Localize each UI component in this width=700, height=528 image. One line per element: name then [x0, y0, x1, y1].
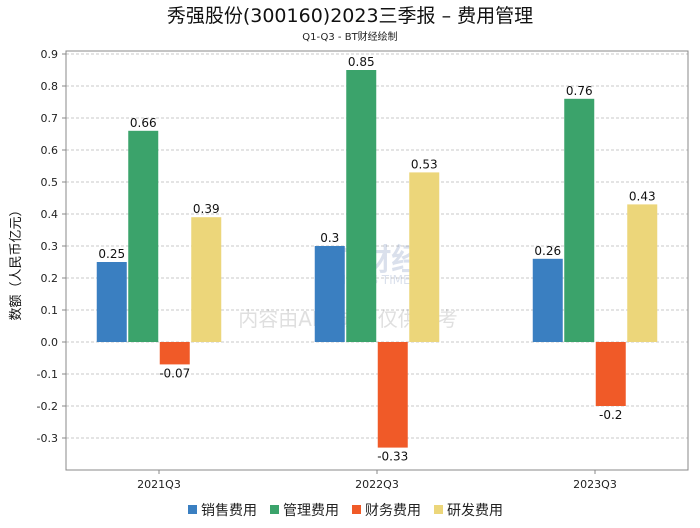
bar [409, 172, 440, 342]
data-label: 0.66 [130, 116, 157, 130]
bar [564, 98, 595, 342]
y-tick-label: 0.1 [41, 304, 59, 317]
y-tick-label: 0.7 [41, 112, 59, 125]
legend-label: 财务费用 [365, 503, 421, 519]
data-label: 0.25 [98, 247, 125, 261]
data-label: 0.53 [411, 157, 438, 171]
bar [159, 342, 190, 365]
data-label: 0.26 [534, 244, 561, 258]
x-tick-label: 2021Q3 [137, 478, 181, 491]
legend-swatch [434, 505, 443, 514]
data-label: -0.07 [159, 366, 190, 380]
legend-swatch [270, 505, 279, 514]
x-tick-label: 2023Q3 [573, 478, 617, 491]
y-tick-label: 0.8 [41, 80, 59, 93]
data-label: 0.3 [320, 231, 339, 245]
y-tick-label: 0.4 [41, 208, 59, 221]
y-tick-label: 0.0 [41, 336, 59, 349]
data-label: 0.43 [629, 189, 656, 203]
bar [346, 70, 377, 342]
legend-label: 销售费用 [201, 503, 257, 519]
data-label: 0.39 [193, 202, 220, 216]
data-label: -0.33 [377, 450, 408, 464]
bar [96, 262, 127, 342]
bars: 0.25 0.66 -0.07 0.39 0.3 0.85 -0.33 0.53 0.26 0.7… [96, 55, 658, 464]
bar [595, 342, 626, 406]
gridlines [66, 53, 688, 439]
chart-title: 秀强股份(300160)2023三季报 – 费用管理 [167, 5, 533, 27]
y-tick-label: -0.2 [37, 400, 58, 413]
legend-label: 管理费用 [283, 503, 339, 519]
chart-subtitle: Q1-Q3 - BT财经绘制 [302, 30, 397, 43]
y-tick-label: 0.2 [41, 272, 59, 285]
y-tick-label: 0.9 [41, 48, 59, 61]
y-axis: 0.9 0.8 0.7 0.6 0.5 0.4 0.3 0.2 0.1 0.0 -0.1 -0.2 -0… [37, 48, 66, 445]
x-axis: 2021Q3 2022Q3 2023Q3 [137, 470, 617, 491]
y-axis-label: 数额（人民币亿元） [9, 203, 24, 320]
bar [377, 342, 408, 448]
legend-label: 研发费用 [447, 503, 503, 519]
y-tick-label: -0.1 [37, 368, 58, 381]
bar [627, 204, 658, 342]
bar [532, 258, 563, 342]
data-label: 0.85 [348, 55, 375, 69]
data-label: -0.2 [599, 408, 622, 422]
bar [128, 130, 159, 342]
x-tick-label: 2022Q3 [355, 478, 399, 491]
legend: 销售费用 管理费用 财务费用 研发费用 [188, 503, 503, 519]
legend-swatch [352, 505, 361, 514]
data-label: 0.76 [566, 84, 593, 98]
y-tick-label: 0.6 [41, 144, 59, 157]
legend-swatch [188, 505, 197, 514]
y-tick-label: 0.5 [41, 176, 59, 189]
y-tick-label: -0.3 [37, 432, 58, 445]
bar [191, 217, 222, 342]
bar [314, 246, 345, 342]
y-tick-label: 0.3 [41, 240, 59, 253]
